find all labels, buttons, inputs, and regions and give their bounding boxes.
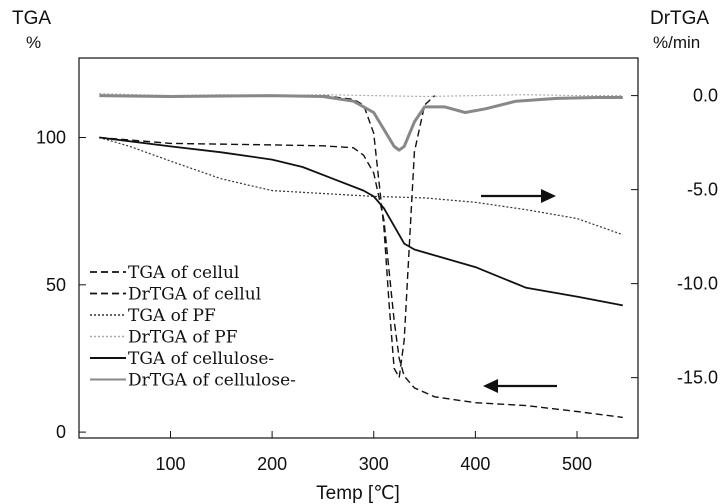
legend-label: DrTGA of PF (128, 328, 238, 348)
x-tick-label: 100 (155, 454, 185, 474)
y-right-tick-label: -10.0 (677, 274, 718, 294)
x-axis-label: Temp [℃] (316, 483, 400, 504)
y-left-label: TGA (12, 8, 51, 29)
y-right-tick-label: -15.0 (677, 368, 718, 388)
y-left-tick-label: 0 (56, 422, 66, 442)
series-line-2 (99, 136, 624, 236)
series-line-4 (99, 136, 623, 307)
y-left-tick-label: 50 (46, 275, 66, 295)
x-tick-label: 500 (562, 454, 592, 474)
y-left-unit: % (26, 33, 41, 52)
series-line-5 (99, 94, 623, 152)
y-right-unit: %/min (653, 33, 700, 52)
legend-label: TGA of cellul (128, 263, 239, 283)
y-right-tick-label: 0.0 (693, 86, 718, 106)
series-line-1 (322, 94, 436, 379)
legend-label: DrTGA of cellulose- (128, 371, 296, 391)
x-tick-label: 300 (359, 454, 389, 474)
legend-label: TGA of cellulose- (128, 349, 274, 369)
legend-label: DrTGA of cellul (128, 285, 261, 305)
legend-label: TGA of PF (128, 306, 216, 326)
y-right-tick-label: -5.0 (687, 180, 718, 200)
arrow-left (483, 379, 557, 393)
x-tick-label: 400 (460, 454, 490, 474)
arrow-right (481, 189, 556, 203)
plot-frame (78, 57, 639, 439)
x-tick-label: 200 (257, 454, 287, 474)
y-left-tick-label: 100 (36, 128, 66, 148)
series-line-0 (99, 136, 623, 419)
y-right-label: DrTGA (650, 8, 709, 29)
